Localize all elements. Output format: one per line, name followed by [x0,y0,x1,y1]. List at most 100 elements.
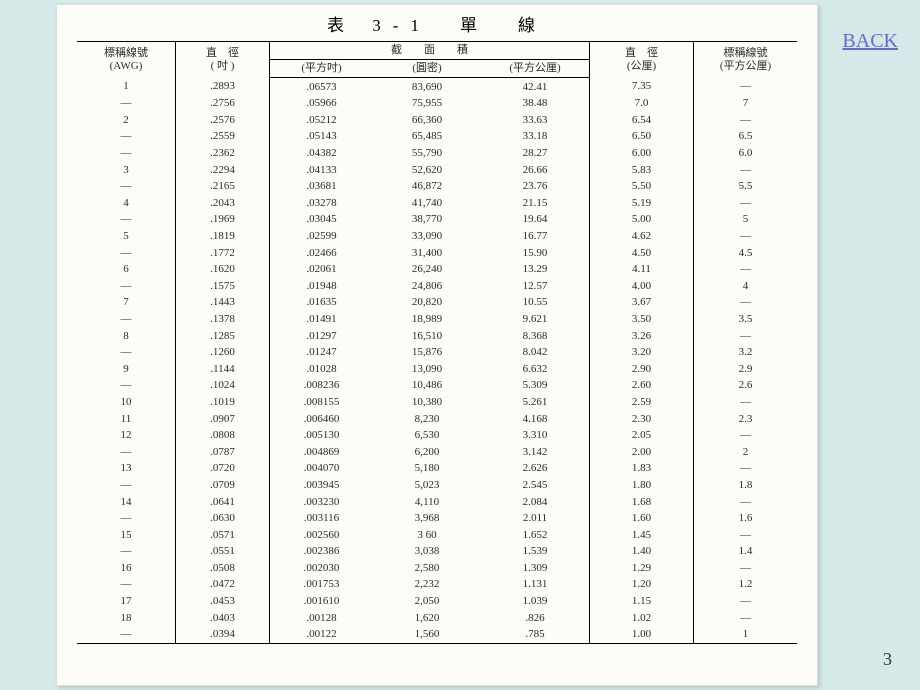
header-dia-in: 直 徑( 吋 ) [176,42,270,78]
table-cell: 1.539 [481,543,590,560]
table-cell: — [694,78,798,95]
table-row: 6.1620.0206126,24013.294.11— [77,261,797,278]
table-cell: 19.64 [481,211,590,228]
table-cell: .003945 [270,477,374,494]
table-cell: .1575 [176,278,270,295]
table-cell: .01948 [270,278,374,295]
table-cell: .05212 [270,112,374,129]
table-row: 12.0808.0051306,5303.3102.05— [77,427,797,444]
header-awg: 標稱線號(AWG) [77,42,176,78]
table-row: —.2559.0514365,48533.186.506.5 [77,128,797,145]
table-cell: 10,380 [373,394,481,411]
table-cell: .0907 [176,410,270,427]
table-cell: 7 [77,294,176,311]
table-cell: 55,790 [373,145,481,162]
table-cell: 8,230 [373,410,481,427]
table-cell: — [77,477,176,494]
table-cell: 1.68 [590,493,694,510]
table-cell: 6,530 [373,427,481,444]
table-cell: 5.309 [481,377,590,394]
table-cell: .002386 [270,543,374,560]
table-cell: — [694,560,798,577]
table-row: 16.0508.0020302,5801.3091.29— [77,560,797,577]
table-cell: 1.309 [481,560,590,577]
table-cell: .1378 [176,311,270,328]
table-cell: — [694,609,798,626]
table-cell: 2.6 [694,377,798,394]
header-std-mm: 標稱線號(平方公厘) [694,42,798,78]
table-cell: 1.60 [590,510,694,527]
table-row: 10.1019.00815510,3805.2612.59— [77,394,797,411]
table-cell: 1.8 [694,477,798,494]
table-cell: .2559 [176,128,270,145]
table-cell: 3.26 [590,327,694,344]
table-row: —.1378.0149118,9899.6213.503.5 [77,311,797,328]
table-cell: — [77,145,176,162]
table-cell: 1.131 [481,576,590,593]
table-cell: 3,038 [373,543,481,560]
table-cell: 4.50 [590,244,694,261]
table-cell: 2 [694,443,798,460]
table-cell: 7.0 [590,95,694,112]
table-cell: 2.60 [590,377,694,394]
table-cell: 28.27 [481,145,590,162]
table-cell: 13 [77,460,176,477]
table-row: 8.1285.0129716,5108.3683.26— [77,327,797,344]
table-row: 4.2043.0327841,74021.155.19— [77,195,797,212]
table-cell: .04382 [270,145,374,162]
table-cell: 12.57 [481,278,590,295]
table-cell: 9.621 [481,311,590,328]
table-cell: .02599 [270,228,374,245]
table-cell: 1.02 [590,609,694,626]
table-cell: .04133 [270,161,374,178]
table-cell: — [77,443,176,460]
back-link[interactable]: BACK [842,30,898,53]
table-cell: 3.20 [590,344,694,361]
table-cell: 6.00 [590,145,694,162]
table-cell: 12 [77,427,176,444]
table-cell: 3 [77,161,176,178]
table-cell: .0630 [176,510,270,527]
table-cell: 75,955 [373,95,481,112]
table-cell: .003116 [270,510,374,527]
table-cell: .01297 [270,327,374,344]
table-cell: 13,090 [373,360,481,377]
table-cell: 1.83 [590,460,694,477]
table-cell: .01028 [270,360,374,377]
header-area-cmil: (圓密) [373,60,481,78]
table-cell: 1 [694,626,798,643]
table-cell: .1772 [176,244,270,261]
table-row: —.0472.0017532,2321.1311.201.2 [77,576,797,593]
table-cell: 8 [77,327,176,344]
table-cell: 1.45 [590,526,694,543]
table-cell: — [694,294,798,311]
table-cell: 6.0 [694,145,798,162]
table-cell: 26,240 [373,261,481,278]
table-cell: 2,050 [373,593,481,610]
table-cell: — [694,228,798,245]
table-cell: — [77,211,176,228]
table-cell: 1,560 [373,626,481,643]
table-cell: 3,968 [373,510,481,527]
table-row: —.1575.0194824,80612.574.004 [77,278,797,295]
table-cell: 2.30 [590,410,694,427]
table-cell: .001753 [270,576,374,593]
table-row: —.0630.0031163,9682.0111.601.6 [77,510,797,527]
table-cell: .0508 [176,560,270,577]
table-cell: — [77,377,176,394]
table-cell: — [694,195,798,212]
table-cell: 65,485 [373,128,481,145]
table-cell: — [694,112,798,129]
table-row: 14.0641.0032304,1102.0841.68— [77,493,797,510]
table-row: 13.0720.0040705,1802.6261.83— [77,460,797,477]
table-row: —.1772.0246631,40015.904.504.5 [77,244,797,261]
table-row: 3.2294.0413352,62026.665.83— [77,161,797,178]
table-cell: — [694,593,798,610]
table-row: 15.0571.0025603 601.6521.45— [77,526,797,543]
table-row: 17.0453.0016102,0501.0391.15— [77,593,797,610]
header-area-group: 截 面 積 [270,42,590,60]
table-cell: 8.368 [481,327,590,344]
table-cell: 2,232 [373,576,481,593]
table-cell: 7 [694,95,798,112]
table-cell: 5 [694,211,798,228]
